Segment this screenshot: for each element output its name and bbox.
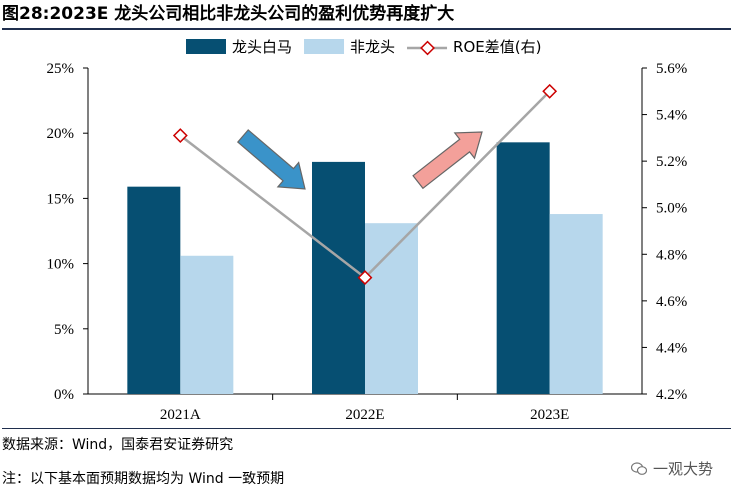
chart-title: 图28:2023E 龙头公司相比非龙头公司的盈利优势再度扩大	[2, 2, 731, 30]
y-right-tick-label: 5.0%	[656, 201, 687, 217]
axes: 0% 5% 10% 15% 20% 25% 4.2% 4.4% 4.6% 4.8% 5.0% 5.2%…	[47, 61, 688, 423]
y-left-tick-label: 10%	[47, 257, 75, 273]
legend-label: 非龙头	[350, 38, 395, 56]
y-left-tick-label: 5%	[54, 322, 74, 338]
footer-divider	[2, 428, 731, 429]
y-right-tick-label: 4.4%	[656, 340, 687, 356]
x-tick-label: 2021A	[160, 407, 201, 423]
legend: 龙头白马 非龙头 ROE差值(右)	[186, 38, 541, 56]
y-left-tick-label: 25%	[47, 61, 75, 77]
wechat-icon	[630, 462, 647, 475]
y-right-tick-label: 4.2%	[656, 387, 687, 403]
y-left-tick-label: 20%	[47, 126, 75, 142]
bars	[127, 142, 603, 394]
legend-label: ROE差值(右)	[453, 38, 541, 56]
source-note: 数据来源：Wind，国泰君安证券研究	[2, 437, 234, 453]
x-tick-label: 2023E	[530, 407, 569, 423]
data-note: 注：以下基本面预期数据均为 Wind 一致预期	[2, 471, 285, 487]
down-arrow-icon	[236, 129, 306, 190]
y-right-tick-label: 5.2%	[656, 154, 687, 170]
bar-non-leader	[180, 255, 234, 394]
bar-leader	[127, 186, 181, 394]
chart-area: 龙头白马 非龙头 ROE差值(右) 0% 5% 10% 15% 20% 25% 4.2% 4.4%…	[47, 38, 688, 423]
legend-label: 龙头白马	[232, 38, 292, 56]
legend-swatch-leader	[186, 39, 226, 54]
bar-leader	[496, 142, 550, 394]
bar-leader	[312, 161, 365, 394]
y-right-tick-label: 4.8%	[656, 247, 687, 263]
roe-point	[172, 128, 188, 143]
legend-swatch-non-leader	[304, 39, 345, 54]
y-right-tick-label: 5.4%	[656, 108, 687, 124]
watermark-text: 一观大势	[652, 460, 713, 478]
legend-swatch-roe-marker	[420, 40, 435, 56]
roe-line	[172, 83, 558, 285]
x-tick-label: 2022E	[345, 407, 384, 423]
roe-point	[542, 83, 558, 99]
bar-non-leader	[365, 223, 418, 394]
watermark: 一观大势	[630, 458, 713, 479]
up-arrow-icon	[412, 131, 483, 190]
trend-arrows	[236, 129, 483, 190]
y-left-tick-label: 0%	[54, 387, 74, 403]
y-right-tick-label: 4.6%	[656, 294, 687, 310]
roe-point	[357, 270, 373, 285]
y-right-tick-label: 5.6%	[656, 61, 687, 77]
y-left-tick-label: 15%	[47, 191, 75, 207]
bar-non-leader	[549, 214, 603, 394]
